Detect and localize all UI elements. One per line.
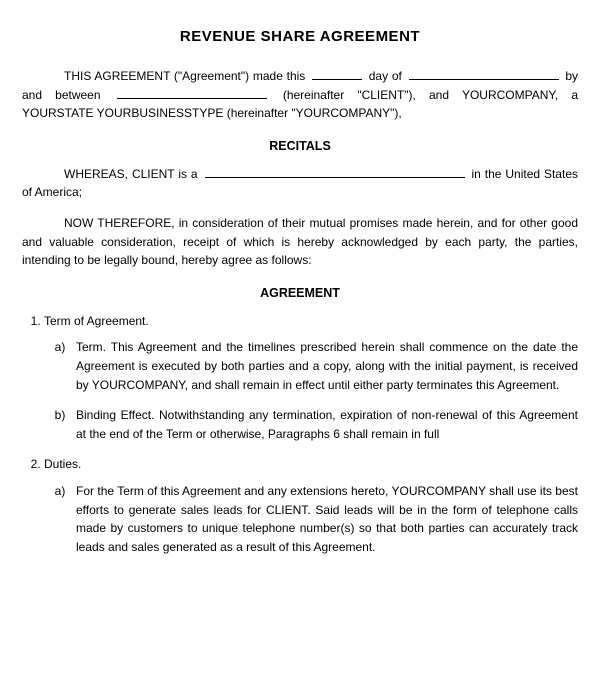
intro-text-2: day of — [365, 69, 406, 83]
blank-client — [117, 98, 267, 99]
item-label: Duties. — [44, 457, 81, 471]
blank-day — [312, 79, 362, 80]
sub-list: For the Term of this Agreement and any e… — [44, 482, 578, 556]
blank-client-type — [205, 177, 465, 178]
recitals-text-1: WHEREAS, CLIENT is a — [64, 167, 202, 181]
document-title: REVENUE SHARE AGREEMENT — [22, 28, 578, 45]
sub-item: Binding Effect. Notwithstanding any term… — [72, 406, 578, 443]
agreement-heading: AGREEMENT — [22, 286, 578, 300]
therefore-paragraph: NOW THEREFORE, in consideration of their… — [22, 214, 578, 270]
list-item: Term of Agreement. Term. This Agreement … — [44, 312, 578, 444]
recitals-heading: RECITALS — [22, 139, 578, 153]
intro-text-1: THIS AGREEMENT ("Agreement") made this — [64, 69, 309, 83]
recitals-paragraph: WHEREAS, CLIENT is a in the United State… — [22, 165, 578, 202]
list-item: Duties. For the Term of this Agreement a… — [44, 455, 578, 556]
intro-paragraph: THIS AGREEMENT ("Agreement") made this d… — [22, 67, 578, 123]
sub-item: For the Term of this Agreement and any e… — [72, 482, 578, 556]
agreement-list: Term of Agreement. Term. This Agreement … — [22, 312, 578, 557]
blank-month — [409, 79, 559, 80]
sub-item: Term. This Agreement and the timelines p… — [72, 338, 578, 394]
document-page: REVENUE SHARE AGREEMENT THIS AGREEMENT (… — [0, 0, 600, 590]
item-label: Term of Agreement. — [44, 314, 149, 328]
sub-list: Term. This Agreement and the timelines p… — [44, 338, 578, 443]
